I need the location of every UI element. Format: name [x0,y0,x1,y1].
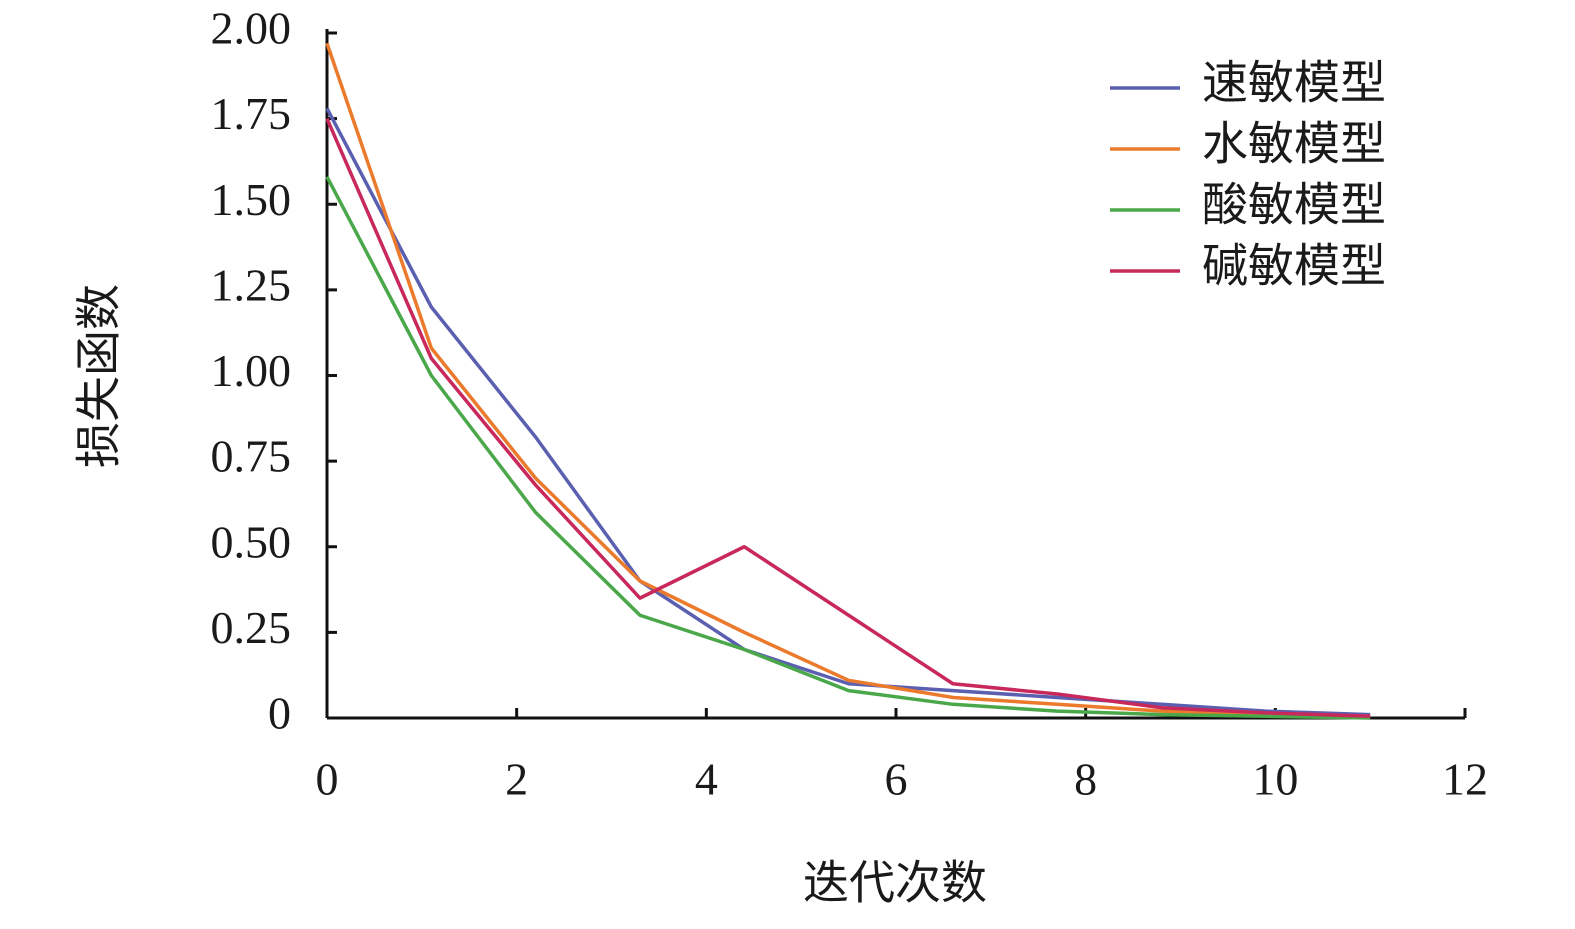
legend-label: 速敏模型 [1202,58,1386,109]
y-tick-label: 0 [268,688,291,739]
legend-label: 酸敏模型 [1202,180,1386,231]
x-tick-label: 0 [316,754,339,805]
y-axis-label: 损失函数 [74,284,125,468]
y-tick-label: 1.00 [211,345,292,396]
series-line [325,176,1371,720]
x-tick-label: 12 [1442,754,1488,805]
series-line [325,42,1371,719]
y-tick-label: 0.50 [211,516,292,567]
y-tick-label: 1.25 [211,259,292,310]
x-tick-label: 10 [1252,754,1298,805]
x-tick-label: 6 [885,754,908,805]
x-axis-label: 迭代次数 [803,858,987,909]
series-line [325,117,1371,719]
y-tick-label: 1.50 [211,174,292,225]
y-tick-label: 2.00 [211,3,292,54]
legend-label: 碱敏模型 [1202,241,1386,292]
y-tick-label: 1.75 [211,88,292,139]
y-tick-label: 0.75 [211,431,292,482]
series-line [325,107,1371,717]
x-tick-label: 8 [1074,754,1097,805]
x-tick-label: 4 [695,754,718,805]
legend-label: 水敏模型 [1202,119,1386,170]
y-tick-label: 0.25 [211,602,292,653]
x-tick-label: 2 [505,754,528,805]
